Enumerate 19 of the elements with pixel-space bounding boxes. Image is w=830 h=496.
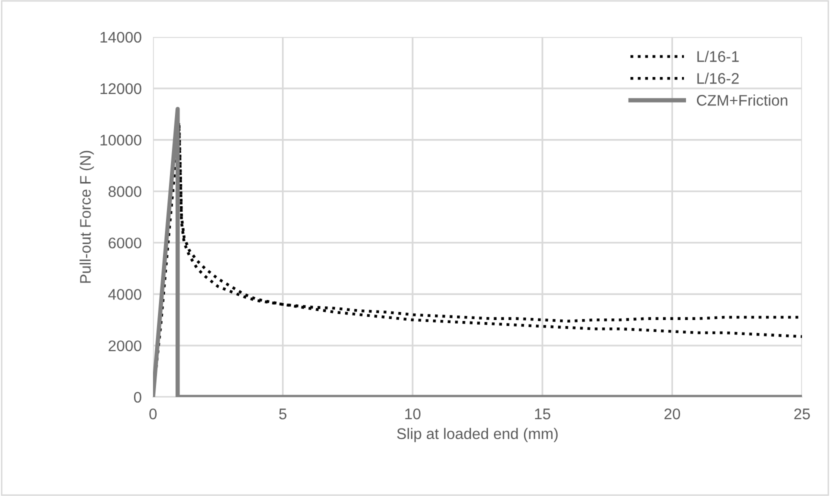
y-tick-label: 8000 (108, 186, 142, 197)
y-tick-label: 6000 (108, 238, 142, 248)
x-tick-label: 5 (279, 408, 286, 420)
y-tick-label: 0 (134, 392, 142, 403)
legend-label: L/16-2 (697, 72, 739, 84)
x-tick-label: 20 (664, 408, 680, 420)
x-axis-title: Slip at loaded end (mm) (397, 428, 558, 442)
x-tick-label: 10 (405, 408, 420, 420)
y-tick-label: 14000 (100, 32, 142, 43)
legend-label: CZM+Friction (696, 94, 788, 106)
y-axis-title: Pull-out Force F (N) (80, 150, 94, 283)
x-tick-label: 15 (535, 408, 550, 420)
x-tick-label: 25 (794, 408, 810, 420)
y-tick-label: 12000 (100, 83, 142, 94)
y-tick-label: 4000 (108, 289, 142, 300)
y-tick-label: 10000 (100, 134, 142, 146)
y-tick-label: 2000 (108, 340, 142, 352)
legend-label: L/16-1 (697, 50, 739, 62)
x-tick-label: 0 (149, 408, 157, 420)
